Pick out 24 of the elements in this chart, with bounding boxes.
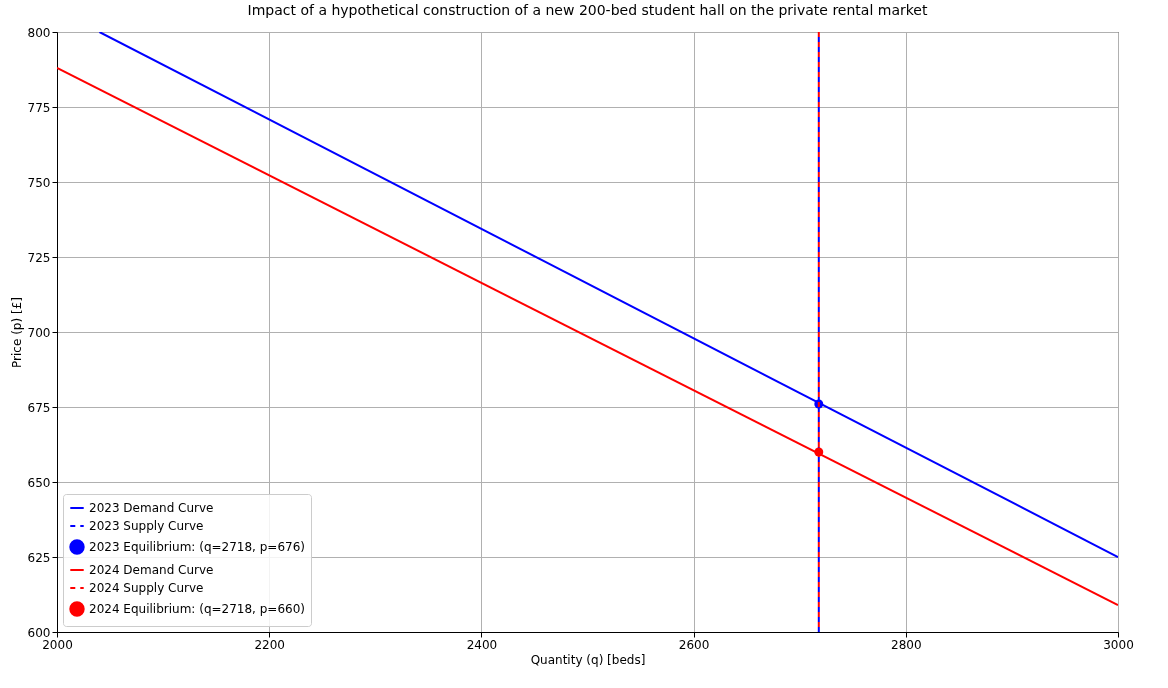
legend-label: 2023 Demand Curve	[89, 501, 214, 515]
x-tick-label: 2800	[891, 637, 922, 652]
chart-title: Impact of a hypothetical construction of a new 200-bed student hall on the private rental market	[247, 2, 928, 18]
y-tick-label: 775	[27, 100, 51, 115]
legend-label: 2024 Supply Curve	[89, 581, 204, 595]
legend-label: 2023 Equilibrium: (q=2718, p=676)	[89, 540, 305, 554]
y-tick-label: 750	[27, 175, 51, 190]
y-tick-label: 600	[27, 625, 51, 640]
legend-label: 2024 Demand Curve	[89, 563, 214, 577]
y-tick-label: 800	[27, 25, 51, 40]
legend-label: 2024 Equilibrium: (q=2718, p=660)	[89, 602, 305, 616]
x-tick-label: 2400	[466, 637, 498, 652]
legend-label: 2023 Supply Curve	[89, 519, 204, 533]
x-axis-title: Quantity (q) [beds]	[530, 652, 646, 667]
y-tick-label: 700	[27, 325, 51, 340]
y-tick-label: 650	[27, 475, 51, 490]
x-tick-label: 2600	[678, 637, 710, 652]
y-tick-label: 675	[27, 400, 51, 415]
y-tick-label: 725	[27, 250, 51, 265]
x-tick-label: 2200	[254, 637, 285, 652]
x-tick-label: 2000	[42, 637, 73, 652]
y-tick-label: 625	[27, 550, 51, 565]
x-tick-label: 3000	[1103, 637, 1134, 652]
y-axis-title: Price (p) [£]	[9, 297, 24, 368]
